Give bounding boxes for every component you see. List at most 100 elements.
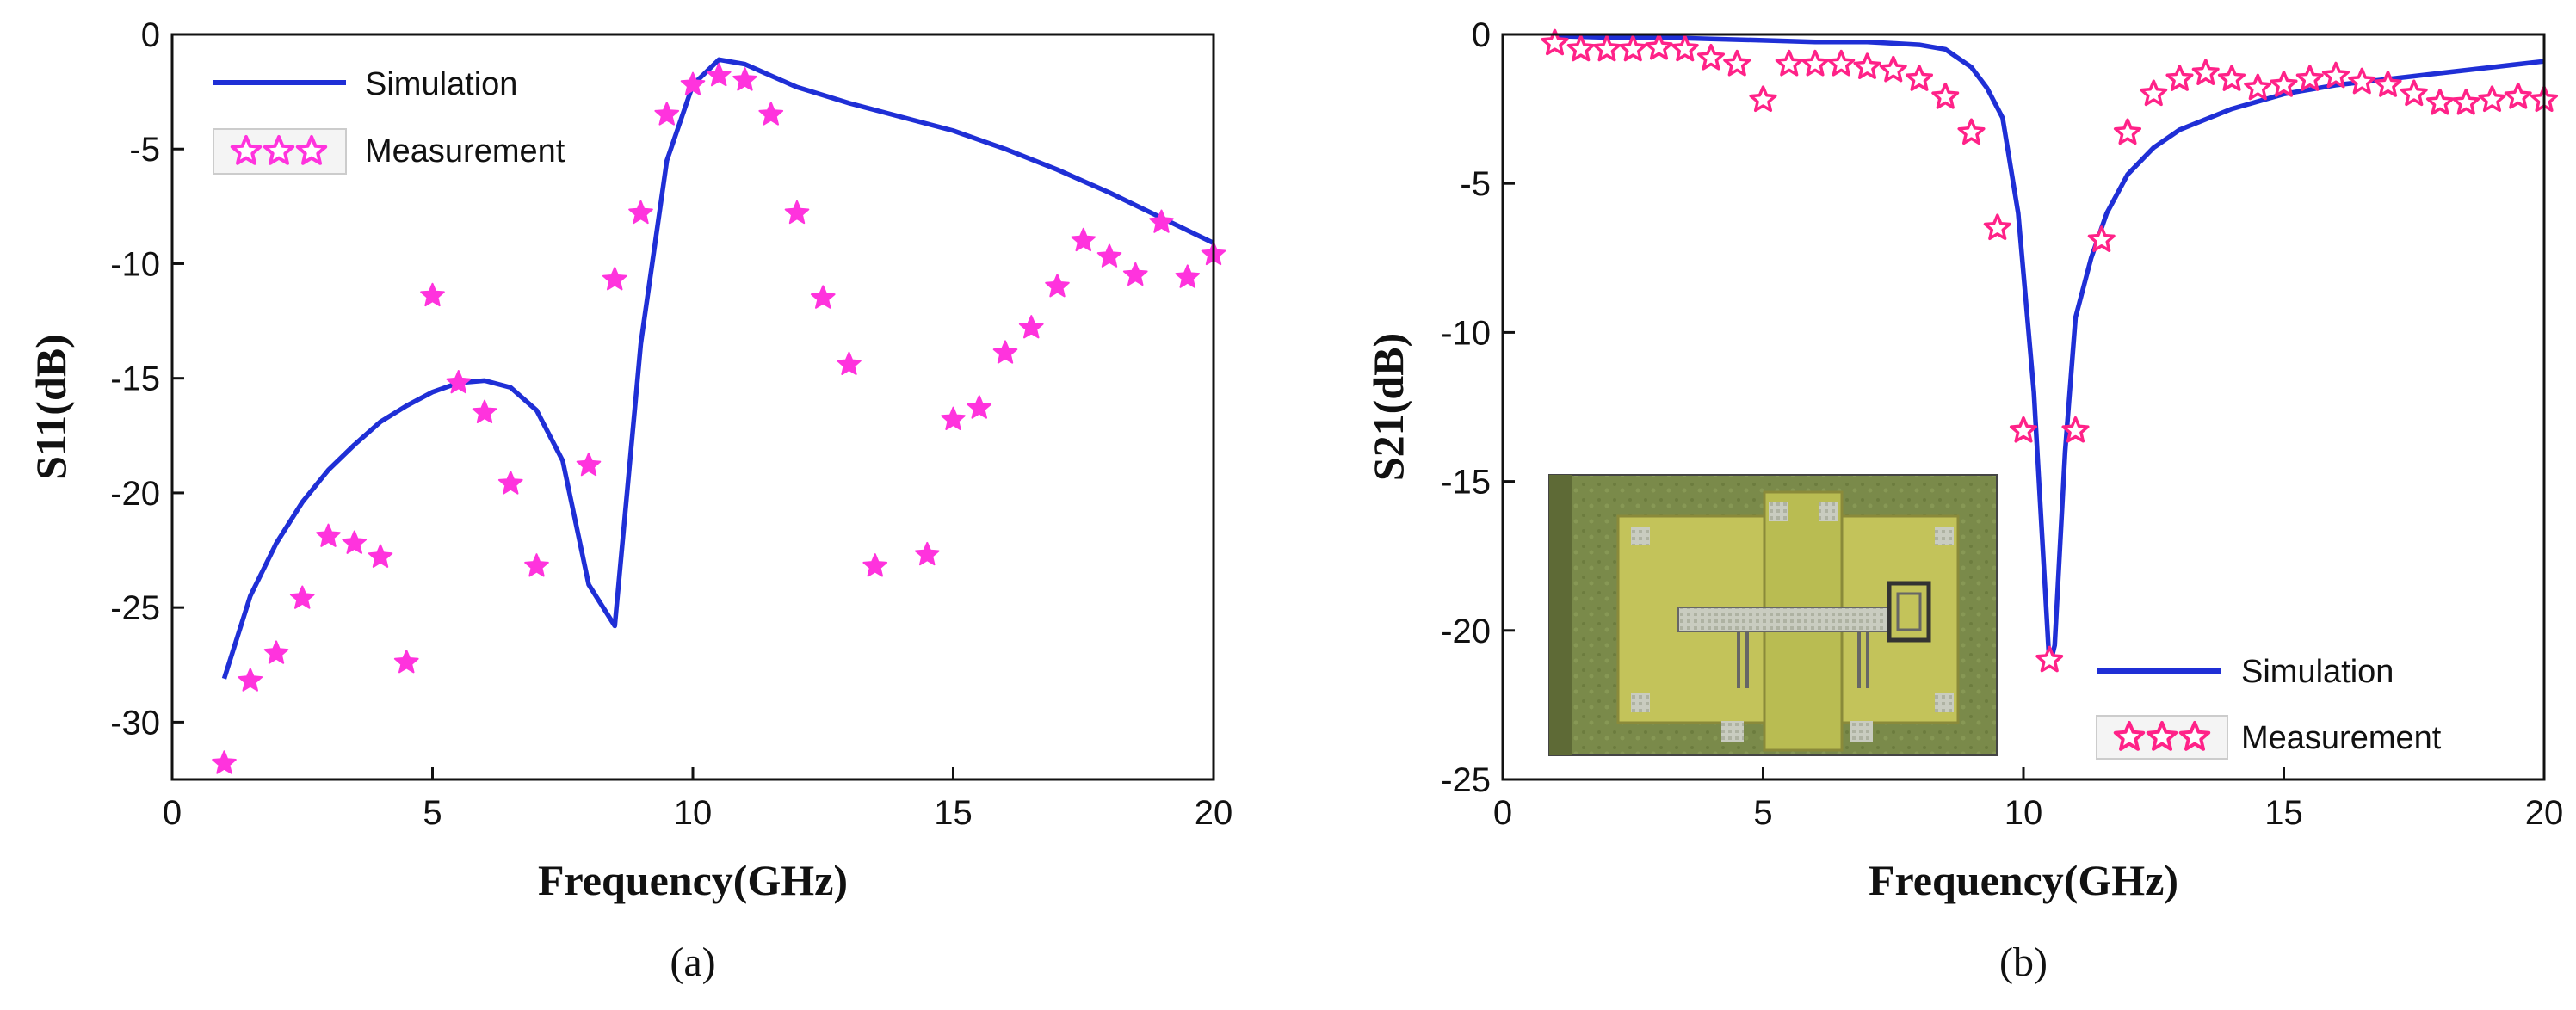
chart-a-legend-simulation-label: Simulation [365, 66, 517, 102]
chart-a-xtick-label-1: 5 [423, 794, 442, 832]
chart-b-measurement-point-6 [1696, 43, 1726, 71]
chart-a-simulation-line [221, 57, 1215, 680]
chart-a-measurement-point-4 [316, 523, 341, 547]
chart-b-measurement-point-26 [2217, 65, 2246, 91]
chart-a-measurement-point-16 [654, 102, 680, 126]
chart-a-measurement-point-32 [1096, 243, 1122, 268]
chart-a-measurement-point-2 [263, 640, 289, 664]
chart-b-measurement-point-22 [2113, 118, 2142, 145]
chart-a-simulation-series [221, 57, 1215, 680]
chart-a-measurement-point-26 [941, 406, 966, 430]
chart-a-ticks: 0 5 10 15 20 0 -5 -10 -15 -20 -25 -30 [110, 16, 1232, 832]
chart-a-legend-star-2 [295, 135, 328, 165]
chart-a-ytick-label-1: -5 [129, 131, 160, 169]
chart-b-measurement-point-24 [2165, 65, 2194, 91]
chart-a-xlabel: Frequency(GHz) [538, 856, 848, 904]
chart-a-measurement-point-12 [524, 553, 549, 577]
chart-a-measurement-point-27 [967, 395, 992, 419]
chart-b-ytick-label-2: -10 [1441, 314, 1491, 352]
chart-b-measurement-point-30 [2321, 61, 2351, 89]
chart-b-panel-caption: (b) [1999, 939, 2048, 985]
chart-a-ylabel: S11(dB) [27, 334, 75, 480]
chart-a-measurement-point-14 [602, 267, 627, 291]
chart-a-legend-measurement-swatch [230, 135, 328, 165]
chart-a-measurement-point-11 [497, 471, 523, 495]
chart-b-measurement-point-12 [1853, 52, 1881, 79]
chart-a-xtick-label-0: 0 [163, 794, 182, 832]
chart-a-measurement-point-34 [1149, 209, 1174, 233]
chart-a-axes-frame [170, 33, 1215, 781]
chart-b-legend-star-0 [2113, 721, 2146, 751]
chart-b-measurement-point-2 [1592, 34, 1622, 62]
chart-b-measurement-point-20 [2061, 416, 2090, 443]
chart-a-xtick-label-4: 20 [1195, 794, 1233, 832]
chart-b-axes-frame [1501, 33, 2546, 781]
chart-b-measurement-point-23 [2140, 79, 2168, 107]
chart-a-measurement-point-3 [289, 585, 315, 609]
chart-b-measurement-point-31 [2348, 67, 2376, 95]
chart-b-legend-simulation-label: Simulation [2241, 654, 2394, 690]
chart-a-measurement-point-24 [862, 553, 888, 577]
chart-a-measurement-point-17 [680, 71, 706, 95]
chart-b-measurement-point-27 [2244, 73, 2272, 101]
chart-b-legend-measurement-label: Measurement [2241, 720, 2442, 756]
chart-a-measurement-point-1 [238, 668, 263, 692]
chart-b-measurement-series [1541, 28, 2559, 673]
chart-a-measurement-point-19 [732, 67, 757, 91]
chart-a-measurement-point-21 [784, 200, 810, 225]
chart-a-measurement-point-9 [446, 370, 472, 394]
chart-b-measurement-point-13 [1879, 55, 1907, 83]
chart-a-measurement-point-13 [576, 452, 602, 477]
chart-b-measurement-point-10 [1801, 49, 1830, 77]
chart-b-xtick-label-3: 15 [2264, 794, 2303, 832]
chart-a: 0 5 10 15 20 0 -5 -10 -15 -20 -25 -30 Simulation Me… [27, 16, 1232, 985]
chart-a-measurement-point-22 [810, 285, 836, 309]
chart-a-xtick-label-3: 15 [934, 794, 973, 832]
chart-a-measurement-point-25 [914, 541, 940, 566]
chart-a-ytick-label-0: 0 [141, 16, 160, 54]
chart-b-measurement-point-35 [2452, 88, 2480, 115]
chart-b-xlabel: Frequency(GHz) [1869, 856, 2178, 904]
chart-b-xtick-label-2: 10 [2005, 794, 2043, 832]
chart-a-legend-star-1 [263, 135, 295, 165]
chart-b-measurement-point-15 [1931, 82, 1960, 109]
chart-b-measurement-point-16 [1957, 118, 1986, 145]
chart-b-legend-measurement-swatch [2113, 721, 2211, 751]
chart-a-legend-star-0 [230, 135, 263, 165]
chart-a-ytick-label-5: -25 [110, 589, 160, 627]
chart-b-ytick-label-3: -15 [1441, 464, 1491, 502]
chart-b-ticks: 0 5 10 15 20 0 -5 -10 -15 -20 -25 [1441, 16, 2563, 832]
chart-b-measurement-point-19 [2035, 645, 2064, 673]
chart-b-measurement-point-4 [1645, 33, 1673, 60]
chart-a-measurement-point-15 [628, 200, 653, 225]
chart-a-measurement-point-30 [1045, 274, 1070, 298]
chart-b-measurement-point-21 [2087, 225, 2116, 252]
chart-b-legend-star-2 [2178, 721, 2211, 751]
chart-a-legend: Simulation Measurement [213, 66, 565, 175]
chart-b-measurement-point-14 [1905, 65, 1934, 91]
chart-b-measurement-point-1 [1566, 34, 1595, 62]
chart-a-measurement-point-20 [758, 102, 784, 126]
chart-b-measurement-point-33 [2400, 79, 2428, 107]
chart-a-ytick-label-6: -30 [110, 704, 160, 742]
chart-a-measurement-point-5 [342, 530, 368, 554]
chart-b-measurement-point-18 [2009, 416, 2038, 443]
chart-b-measurement-point-7 [1723, 49, 1751, 77]
chart-b-xtick-label-0: 0 [1493, 794, 1512, 832]
chart-b-measurement-point-9 [1775, 49, 1803, 77]
chart-a-ytick-label-4: -20 [110, 475, 160, 513]
chart-a-measurement-series [212, 63, 1226, 774]
chart-a-ytick-label-3: -15 [110, 360, 160, 398]
chart-b-measurement-point-3 [1619, 34, 1647, 62]
chart-b-ytick-label-5: -25 [1441, 761, 1491, 799]
chart-b-ytick-label-0: 0 [1472, 16, 1491, 54]
chart-a-measurement-point-0 [212, 750, 237, 774]
chart-a-measurement-point-35 [1175, 264, 1201, 288]
chart-a-measurement-point-7 [393, 650, 419, 674]
chart-a-legend-measurement-label: Measurement [365, 133, 565, 169]
chart-b-measurement-point-5 [1671, 34, 1699, 62]
chart-a-measurement-point-31 [1071, 227, 1096, 252]
chart-a-measurement-point-29 [1018, 315, 1044, 339]
chart-b-measurement-point-32 [2374, 71, 2402, 97]
